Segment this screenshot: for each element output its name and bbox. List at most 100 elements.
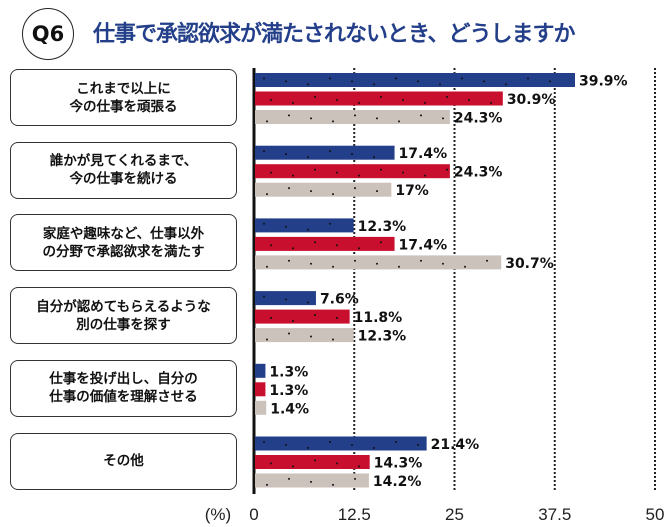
bar [255, 473, 369, 488]
bar-dot [395, 440, 397, 443]
bar-dot [292, 465, 294, 468]
category-label: 仕事を投げ出し、自分の 仕事の価値を理解させる [10, 359, 237, 417]
bar-dot [292, 101, 294, 104]
bar-dot [336, 244, 338, 247]
bar-dot [270, 98, 272, 101]
x-unit-label: (%) [205, 505, 231, 524]
bar-dot [439, 83, 441, 86]
data-label: 21.4% [431, 437, 480, 453]
bar-dot [373, 156, 375, 159]
bar-dot [285, 225, 287, 228]
bar-dot [336, 98, 338, 101]
category-label-line: 今の仕事を頑張る [69, 98, 178, 115]
data-label: 39.9% [579, 74, 628, 90]
bar-dot [376, 190, 378, 193]
bar-dot [332, 483, 334, 486]
bar-dot [292, 319, 294, 322]
bar-dot [417, 80, 419, 83]
bar [255, 236, 395, 251]
category-label-line: の分野で承認欲求を満たす [42, 243, 205, 260]
bar-dot [314, 95, 316, 98]
data-label: 14.3% [374, 456, 423, 472]
category-label: これまで以上に 今の仕事を頑張る [10, 69, 237, 126]
bar-dot [380, 95, 382, 98]
bar-dot [292, 247, 294, 250]
data-label: 30.9% [507, 92, 556, 108]
data-label: 14.2% [373, 474, 422, 490]
x-tick-label: 25 [445, 505, 464, 524]
bar-dot [424, 174, 426, 177]
bar-dot [310, 190, 312, 193]
category-label-line: 仕事を投げ出し、自分の [49, 371, 198, 388]
bar-dot [266, 338, 268, 341]
bar-dot [358, 247, 360, 250]
bar [255, 363, 266, 378]
bar-dot [549, 80, 551, 83]
bar-dot [310, 117, 312, 120]
bar [255, 436, 427, 451]
data-label: 24.3% [454, 165, 503, 181]
bar-dot [292, 174, 294, 177]
bar [255, 91, 503, 106]
bar-dot [263, 295, 265, 298]
bar [255, 255, 502, 270]
bar-dot [442, 117, 444, 120]
x-tick-label: 0 [249, 505, 258, 524]
bar-dot [288, 332, 290, 335]
category-label-line: 今の仕事を続ける [69, 171, 178, 188]
bar-dot [380, 241, 382, 244]
bar-dot [358, 174, 360, 177]
bar-dot [351, 443, 353, 446]
bar-dot [468, 98, 470, 101]
bar-dot [270, 462, 272, 465]
bar [255, 218, 354, 233]
category-label-line: その他 [103, 453, 144, 469]
bar-dot [285, 153, 287, 156]
bar-dot [505, 83, 507, 86]
bar-dot [310, 262, 312, 265]
bar-dot [310, 335, 312, 338]
bar-dot [329, 150, 331, 153]
bar-dot [314, 313, 316, 316]
bar-dot [351, 153, 353, 156]
category-label: その他 [10, 432, 237, 490]
bar [255, 145, 395, 160]
bar-dot [354, 259, 356, 262]
bar-dot [358, 101, 360, 104]
bar-dot [376, 262, 378, 265]
category-label-line: 家庭や趣味など、仕事以外 [42, 225, 205, 242]
category-label: 家庭や趣味など、仕事以外 の分野で承認欲求を満たす [10, 214, 237, 272]
bar-dot [314, 241, 316, 244]
bar-dot [336, 316, 338, 319]
bar-dot [461, 77, 463, 80]
bar-dot [398, 120, 400, 123]
bar [255, 455, 370, 469]
bar-dot [266, 483, 268, 486]
bar-dot [464, 265, 466, 268]
x-tick-label: 50 [646, 505, 665, 524]
bar-dot [270, 244, 272, 247]
bar-dot [307, 83, 309, 86]
bar-dot [373, 446, 375, 449]
bar-dot [336, 171, 338, 174]
data-label: 1.4% [270, 401, 309, 417]
bar [255, 328, 354, 343]
bar-dot [263, 77, 265, 80]
bar-dot [288, 187, 290, 190]
bar [255, 73, 575, 87]
bar-dot [373, 83, 375, 86]
bar-dot [270, 316, 272, 319]
bar-dot [310, 480, 312, 483]
bar-dot [329, 222, 331, 225]
bar-dot [332, 193, 334, 196]
bar [255, 164, 450, 179]
bar-dot [332, 338, 334, 341]
bar-dot [332, 265, 334, 268]
data-label: 11.8% [354, 310, 403, 326]
bar-dot [376, 117, 378, 120]
data-label: 7.6% [320, 292, 359, 308]
bar-dot [354, 477, 356, 480]
bar-dot [354, 114, 356, 117]
